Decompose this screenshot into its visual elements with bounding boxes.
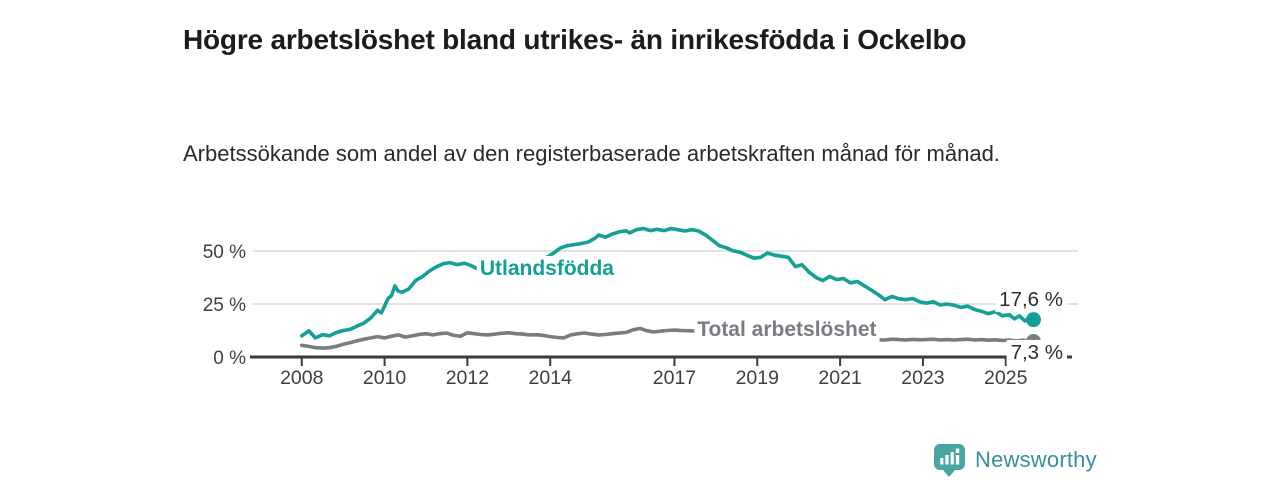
x-axis-tick-label: 2021 bbox=[818, 367, 861, 389]
end-value-label: 7,3 % bbox=[1011, 341, 1063, 364]
page-subtitle: Arbetssökande som andel av den registerb… bbox=[183, 141, 1000, 166]
newsworthy-logo-icon bbox=[934, 444, 965, 477]
end-value-label-group: 7,3 % bbox=[1006, 339, 1067, 365]
brand-footer: Newsworthy bbox=[933, 443, 1097, 477]
series-label-group: Total arbetslöshet bbox=[694, 317, 880, 343]
end-value-label: 17,6 % bbox=[999, 288, 1063, 311]
series-line-total bbox=[299, 326, 1036, 350]
y-axis-tick-label: 25 % bbox=[203, 295, 246, 316]
y-axis-tick-label: 0 % bbox=[213, 348, 246, 369]
series-end-dot bbox=[1025, 312, 1041, 328]
series-line-utlandsfodda bbox=[299, 226, 1036, 340]
x-axis-tick-label: 2025 bbox=[984, 367, 1028, 389]
end-value-label-group: 17,6 % bbox=[995, 287, 1067, 313]
x-axis-tick-label: 2017 bbox=[653, 367, 696, 389]
end-value-label-bg bbox=[1006, 339, 1067, 365]
x-axis-tick-label: 2010 bbox=[363, 367, 407, 389]
page-title: Högre arbetslöshet bland utrikes- än inr… bbox=[183, 23, 967, 55]
y-axis-tick-label: 50 % bbox=[203, 242, 246, 263]
x-axis-tick-label: 2008 bbox=[280, 367, 323, 389]
series-label: Utlandsfödda bbox=[480, 257, 614, 280]
series-label: Total arbetslöshet bbox=[697, 318, 876, 341]
end-value-label-bg bbox=[995, 287, 1067, 313]
series-label-group: Utlandsfödda bbox=[476, 255, 618, 281]
brand-wordmark: Newsworthy bbox=[975, 447, 1097, 472]
series-label-bg bbox=[476, 255, 618, 281]
x-axis-tick-label: 2014 bbox=[529, 367, 573, 389]
x-axis-tick-label: 2012 bbox=[446, 367, 489, 389]
x-axis-tick-label: 2023 bbox=[901, 367, 944, 389]
series-label-bg bbox=[694, 317, 880, 343]
x-axis-tick-label: 2019 bbox=[736, 367, 779, 389]
